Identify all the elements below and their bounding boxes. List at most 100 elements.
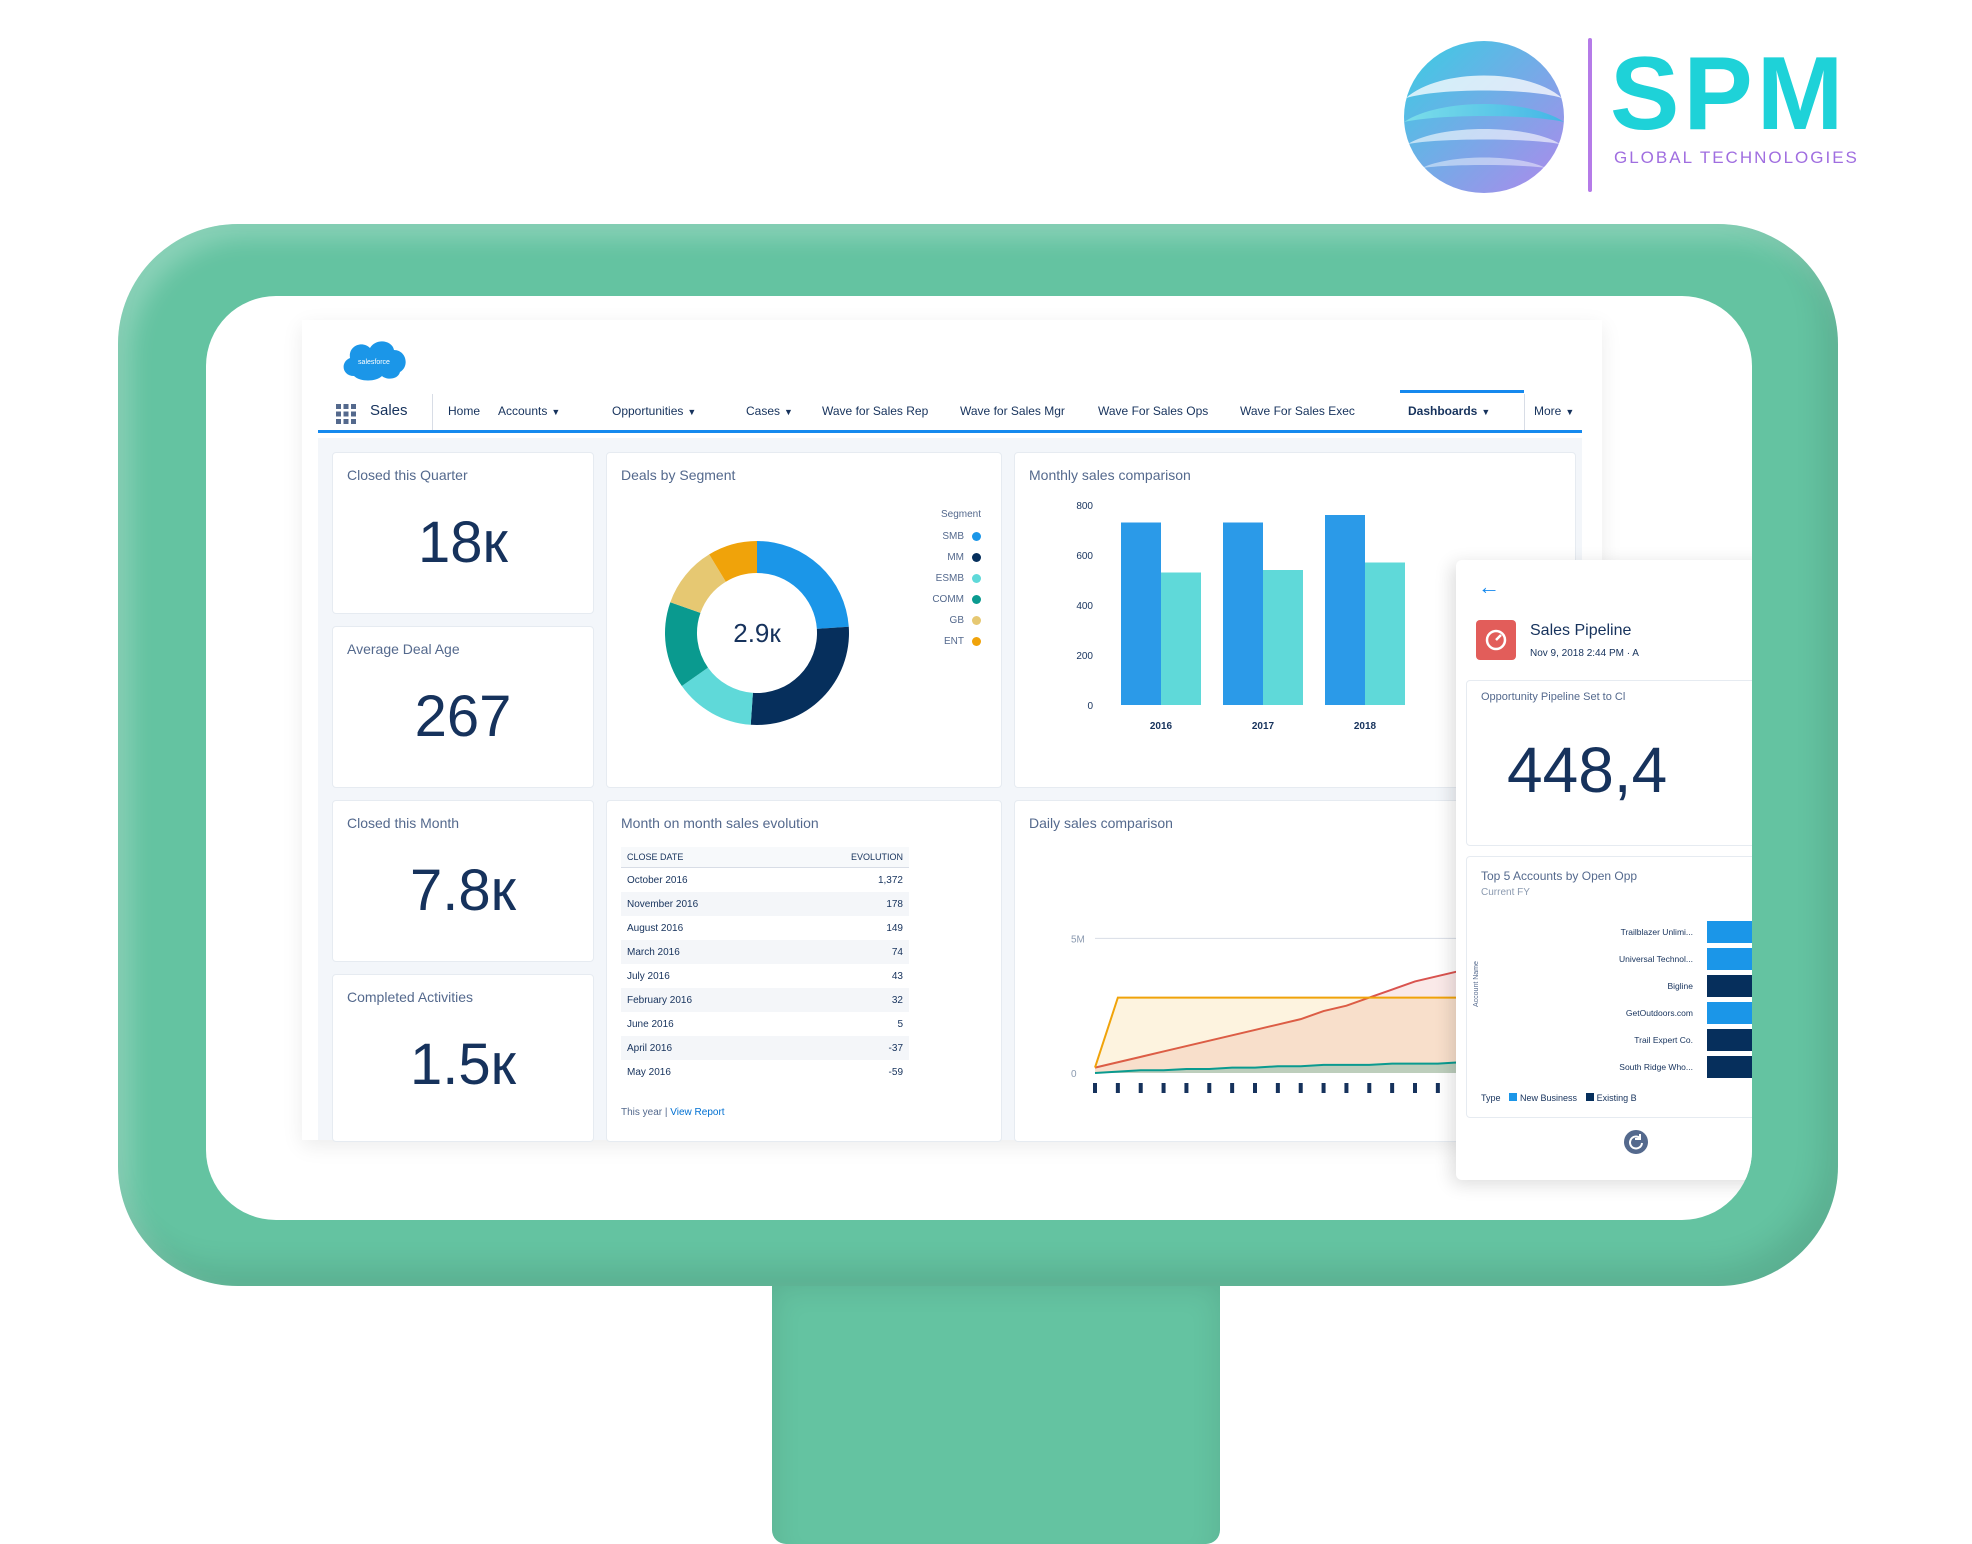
- card-title: Daily sales comparison: [1029, 815, 1173, 831]
- legend-swatch-existing: [1585, 1093, 1594, 1101]
- nav-item-dashboards[interactable]: Dashboards ▼: [1408, 404, 1490, 418]
- account-bar[interactable]: [1707, 1029, 1752, 1051]
- y-tick-label: 200: [1076, 651, 1093, 662]
- card-title: Monthly sales comparison: [1029, 467, 1191, 483]
- salesforce-logo-icon[interactable]: salesforce: [340, 336, 408, 382]
- table-row[interactable]: February 2016 32: [621, 988, 909, 1012]
- brand-name: SPM: [1610, 36, 1848, 152]
- deals-by-segment-card[interactable]: Deals by Segment 2.9к Segment SMB MM ESMB C…: [606, 452, 1002, 788]
- bar-2016-s2: [1161, 572, 1201, 705]
- bar-2018-s2: [1365, 562, 1405, 705]
- nav-item-accounts[interactable]: Accounts ▼: [498, 404, 560, 418]
- mom-footer: This year | View Report: [621, 1107, 725, 1118]
- cell-close-date: July 2016: [627, 970, 670, 982]
- x-tick-label: 2018: [1354, 721, 1377, 732]
- cell-evolution: 43: [891, 970, 903, 982]
- card-subtitle: Current FY: [1481, 887, 1530, 898]
- nav-item-wave-mgr[interactable]: Wave for Sales Mgr: [960, 404, 1065, 418]
- legend-swatch: [972, 531, 981, 541]
- mom-table: CLOSE DATE EVOLUTION October 2016 1,372 No…: [621, 847, 909, 1084]
- view-report-link[interactable]: View Report: [670, 1107, 725, 1118]
- card-title: Month on month sales evolution: [621, 815, 819, 831]
- card-title: Deals by Segment: [621, 467, 736, 483]
- cell-evolution: 74: [783, 940, 909, 964]
- nav-item-wave-rep[interactable]: Wave for Sales Rep: [822, 404, 929, 418]
- x-tick-mark: [1253, 1083, 1257, 1093]
- chevron-down-icon[interactable]: ▼: [1481, 407, 1491, 417]
- col-header-evolution[interactable]: EVOLUTION: [783, 847, 909, 868]
- pipeline-metric-card[interactable]: Opportunity Pipeline Set to Cl 448,4: [1466, 680, 1752, 846]
- daily-area-chart: 5M 0: [1071, 932, 1575, 1093]
- back-arrow-icon[interactable]: ←: [1478, 574, 1500, 599]
- gauge-icon: [1485, 629, 1507, 651]
- legend-label: GB: [949, 615, 964, 626]
- monitor-stand: [772, 1262, 1220, 1544]
- monthly-bar-chart: 0 200 400 600 800 2016 2017 2018: [1076, 501, 1405, 732]
- nav-item-dashboards-label: Dashboards: [1408, 404, 1478, 418]
- kpi-closed-month-card[interactable]: Closed this Month 7.8к: [332, 800, 594, 962]
- kpi-activities-card[interactable]: Completed Activities 1.5к: [332, 974, 594, 1142]
- nav-item-cases[interactable]: Cases ▼: [746, 404, 793, 418]
- account-bar[interactable]: [1707, 975, 1752, 997]
- monitor-screen: salesforce Sales Home Accounts ▼ Opportun…: [206, 296, 1752, 1220]
- account-bar[interactable]: [1707, 921, 1752, 943]
- legend-item: MM: [947, 552, 981, 563]
- table-row[interactable]: October 2016 1,372: [621, 868, 909, 893]
- nav-item-wave-ops[interactable]: Wave For Sales Ops: [1098, 404, 1209, 418]
- bar-2017-s1: [1223, 522, 1263, 705]
- area-fill-s3: [1095, 1060, 1575, 1073]
- cell-close-date: June 2016: [627, 1018, 674, 1030]
- nav-item-opportunities[interactable]: Opportunities ▼: [612, 404, 696, 418]
- legend-swatch: [972, 615, 981, 625]
- table-row[interactable]: August 2016 149: [621, 916, 909, 940]
- cell-close-date: May 2016: [627, 1066, 671, 1078]
- legend-existing-label: Existing B: [1596, 1093, 1637, 1103]
- account-bar[interactable]: [1707, 1002, 1752, 1024]
- nav-item-home[interactable]: Home: [448, 404, 481, 418]
- refresh-button[interactable]: [1624, 1130, 1648, 1154]
- kpi-deal-age-card[interactable]: Average Deal Age 267: [332, 626, 594, 788]
- footer-period: This year |: [621, 1107, 668, 1118]
- salesforce-logo-text: salesforce: [358, 359, 390, 366]
- chevron-down-icon[interactable]: ▼: [784, 407, 793, 417]
- x-tick-mark: [1207, 1083, 1212, 1093]
- kpi-value: 1.5к: [409, 1032, 516, 1097]
- legend-swatch: [972, 552, 981, 562]
- cell-close-date: November 2016: [621, 892, 784, 916]
- donut-slice-comm: [665, 602, 708, 687]
- x-tick-label: 2017: [1252, 721, 1275, 732]
- kpi-title: Closed this Month: [347, 815, 460, 831]
- mom-evolution-card[interactable]: Month on month sales evolution CLOSE DAT…: [606, 800, 1002, 1142]
- nav-item-wave-exec[interactable]: Wave For Sales Exec: [1240, 404, 1355, 418]
- y-tick-label: 400: [1076, 601, 1093, 612]
- app-launcher-grid-icon[interactable]: [336, 404, 356, 424]
- account-bar[interactable]: [1707, 948, 1752, 970]
- nav-separator: [1524, 394, 1525, 430]
- top-accounts-card[interactable]: Top 5 Accounts by Open Opp Current FY Ac…: [1466, 856, 1752, 1118]
- legend-item: COMM: [932, 594, 981, 605]
- legend-item: ESMB: [936, 573, 981, 584]
- table-row[interactable]: April 2016 -37: [621, 1036, 909, 1060]
- legend-swatch-new: [1509, 1093, 1518, 1101]
- table-row[interactable]: June 2016 5: [621, 1012, 909, 1036]
- col-header-close-date[interactable]: CLOSE DATE: [621, 847, 784, 868]
- x-tick-label: 2016: [1150, 721, 1173, 732]
- chevron-down-icon[interactable]: ▼: [551, 407, 561, 417]
- table-row[interactable]: March 2016 74: [621, 940, 909, 964]
- salesforce-app: salesforce Sales Home Accounts ▼ Opportun…: [302, 320, 1602, 1142]
- table-row[interactable]: November 2016 178: [621, 892, 909, 916]
- panel-title: Sales Pipeline: [1530, 622, 1632, 639]
- kpi-closed-quarter-card[interactable]: Closed this Quarter 18к: [332, 452, 594, 614]
- table-row[interactable]: May 2016 -59: [621, 1060, 909, 1084]
- table-row[interactable]: July 2016 43: [621, 964, 909, 988]
- app-name[interactable]: Sales: [370, 402, 408, 419]
- nav-item-more[interactable]: More ▼: [1534, 404, 1574, 418]
- dashboard-icon: [1476, 620, 1516, 660]
- account-bar[interactable]: [1707, 1056, 1752, 1078]
- panel-subtitle: Nov 9, 2018 2:44 PM · A: [1530, 648, 1639, 659]
- account-label: Bigline: [1667, 981, 1693, 991]
- donut-slice-gb: [670, 554, 726, 613]
- cell-evolution: -37: [783, 1036, 909, 1060]
- x-tick-mark: [1230, 1083, 1235, 1093]
- chevron-down-icon[interactable]: ▼: [687, 407, 697, 417]
